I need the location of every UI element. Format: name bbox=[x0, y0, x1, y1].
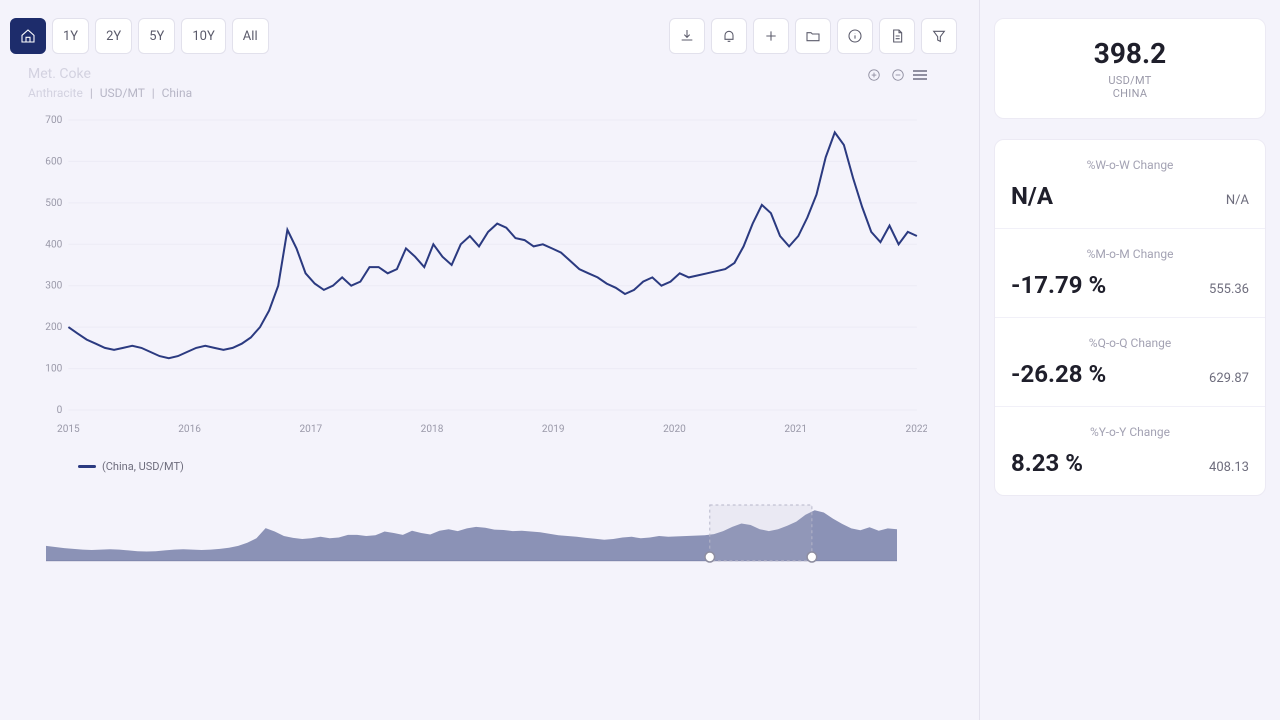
change-ref: 408.13 bbox=[1209, 460, 1249, 475]
svg-text:2018: 2018 bbox=[421, 424, 444, 435]
chart-title-block: Met. Coke Anthracite | USD/MT | China bbox=[28, 66, 192, 100]
download-button[interactable] bbox=[669, 18, 705, 54]
chart-subtitle: Anthracite | USD/MT | China bbox=[28, 86, 192, 100]
chart-subtitle-prefix: Anthracite bbox=[28, 86, 83, 100]
price-region: CHINA bbox=[1011, 87, 1249, 100]
change-label: %W-o-W Change bbox=[1011, 158, 1249, 172]
chart-area: 0 100 200 300 400 500 600 700 2015 2016 2017 2018 20… bbox=[10, 110, 957, 708]
svg-text:2015: 2015 bbox=[57, 424, 80, 435]
chart-top-controls bbox=[865, 66, 957, 84]
qoq-change-block: %Q-o-Q Change -26.28 % 629.87 bbox=[995, 318, 1265, 407]
change-pct: N/A bbox=[1011, 182, 1053, 210]
document-icon bbox=[889, 28, 905, 44]
change-label: %M-o-M Change bbox=[1011, 247, 1249, 261]
filter-button[interactable] bbox=[921, 18, 957, 54]
circle-minus-icon bbox=[891, 68, 905, 82]
chart-title: Met. Coke bbox=[28, 66, 192, 82]
price-card: 398.2 USD/MT CHINA bbox=[994, 18, 1266, 119]
svg-text:600: 600 bbox=[45, 156, 62, 167]
legend-swatch bbox=[78, 465, 96, 468]
svg-text:700: 700 bbox=[45, 115, 62, 126]
svg-text:2022: 2022 bbox=[906, 424, 927, 435]
chart-subtitle-region: China bbox=[162, 86, 193, 100]
range-brush[interactable] bbox=[28, 503, 927, 563]
document-button[interactable] bbox=[879, 18, 915, 54]
svg-text:400: 400 bbox=[45, 239, 62, 250]
price-unit: USD/MT bbox=[1011, 74, 1249, 87]
line-chart[interactable]: 0 100 200 300 400 500 600 700 2015 2016 2017 2018 20… bbox=[28, 110, 927, 440]
info-icon bbox=[847, 28, 863, 44]
chart-subtitle-unit: USD/MT bbox=[100, 86, 145, 100]
wow-change-block: %W-o-W Change N/A N/A bbox=[995, 140, 1265, 229]
change-ref: N/A bbox=[1226, 193, 1249, 208]
tool-button-group bbox=[669, 18, 957, 54]
zoom-out-button[interactable] bbox=[889, 66, 907, 84]
top-controls-row: 1Y 2Y 5Y 10Y All bbox=[10, 18, 957, 54]
main-panel: 1Y 2Y 5Y 10Y All bbox=[0, 0, 980, 720]
menu-icon bbox=[913, 70, 927, 72]
range-2y-button[interactable]: 2Y bbox=[95, 18, 132, 54]
change-pct: -17.79 % bbox=[1011, 271, 1106, 299]
change-pct: -26.28 % bbox=[1011, 360, 1106, 388]
range-5y-button[interactable]: 5Y bbox=[138, 18, 175, 54]
range-button-group: 1Y 2Y 5Y 10Y All bbox=[10, 18, 269, 54]
range-1y-button[interactable]: 1Y bbox=[52, 18, 89, 54]
change-label: %Q-o-Q Change bbox=[1011, 336, 1249, 350]
svg-text:2020: 2020 bbox=[663, 424, 686, 435]
svg-text:500: 500 bbox=[45, 198, 62, 209]
folder-icon bbox=[805, 28, 821, 44]
price-value: 398.2 bbox=[1011, 37, 1249, 70]
legend-label: (China, USD/MT) bbox=[102, 460, 184, 473]
svg-text:300: 300 bbox=[45, 281, 62, 292]
sidebar: 398.2 USD/MT CHINA %W-o-W Change N/A N/A… bbox=[980, 0, 1280, 720]
svg-text:2016: 2016 bbox=[178, 424, 201, 435]
changes-card: %W-o-W Change N/A N/A %M-o-M Change -17.… bbox=[994, 139, 1266, 496]
bell-icon bbox=[721, 28, 737, 44]
chart-header: Met. Coke Anthracite | USD/MT | China bbox=[10, 66, 957, 100]
change-ref: 629.87 bbox=[1209, 371, 1249, 386]
svg-text:100: 100 bbox=[45, 364, 62, 375]
svg-text:2019: 2019 bbox=[542, 424, 565, 435]
change-ref: 555.36 bbox=[1209, 282, 1249, 297]
zoom-in-button[interactable] bbox=[865, 66, 883, 84]
range-10y-button[interactable]: 10Y bbox=[181, 18, 225, 54]
circle-plus-icon bbox=[867, 68, 881, 82]
filter-icon bbox=[931, 28, 947, 44]
svg-text:0: 0 bbox=[57, 405, 63, 416]
chart-legend: (China, USD/MT) bbox=[28, 460, 927, 473]
alert-button[interactable] bbox=[711, 18, 747, 54]
svg-text:2021: 2021 bbox=[784, 424, 807, 435]
folder-button[interactable] bbox=[795, 18, 831, 54]
plus-icon bbox=[763, 28, 779, 44]
change-pct: 8.23 % bbox=[1011, 449, 1083, 477]
range-brush-chart[interactable] bbox=[46, 503, 897, 563]
svg-text:2017: 2017 bbox=[299, 424, 322, 435]
yoy-change-block: %Y-o-Y Change 8.23 % 408.13 bbox=[995, 407, 1265, 495]
change-label: %Y-o-Y Change bbox=[1011, 425, 1249, 439]
download-icon bbox=[679, 28, 695, 44]
home-icon bbox=[20, 28, 36, 44]
add-button[interactable] bbox=[753, 18, 789, 54]
home-button[interactable] bbox=[10, 18, 46, 54]
chart-menu-button[interactable] bbox=[913, 70, 927, 80]
info-button[interactable] bbox=[837, 18, 873, 54]
svg-text:200: 200 bbox=[45, 322, 62, 333]
range-all-button[interactable]: All bbox=[232, 18, 269, 54]
mom-change-block: %M-o-M Change -17.79 % 555.36 bbox=[995, 229, 1265, 318]
